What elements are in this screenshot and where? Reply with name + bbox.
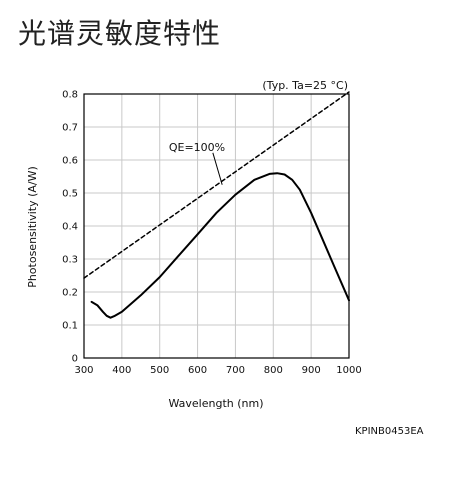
qe-annotation-label: QE=100%: [169, 141, 225, 154]
y-tick-label: 0.7: [62, 123, 78, 134]
qe-100-percent-line: [83, 91, 350, 279]
photosensitivity-curve: [90, 172, 350, 319]
x-axis-label: Wavelength (nm): [168, 397, 263, 410]
y-tick-label: 0.2: [62, 288, 78, 299]
x-tick-label: 500: [150, 365, 169, 376]
y-tick-label: 0: [72, 354, 78, 365]
y-tick-label: 0.3: [62, 255, 78, 266]
qe-annotation-pointer: [212, 152, 223, 185]
plot-frame: [83, 93, 350, 359]
x-tick-label: 400: [112, 365, 131, 376]
tick-layer: 300 400 500 600 700 800 900 1000 0 0.1 0.2 0.3 0.4 0.…: [62, 90, 362, 377]
x-tick-label: 900: [302, 365, 321, 376]
grid-layer: [84, 94, 349, 358]
document-code: KPINB0453EA: [355, 426, 424, 437]
annotation-layer: QE=100%: [169, 141, 225, 185]
x-tick-label: 700: [226, 365, 245, 376]
page-title: 光谱灵敏度特性: [18, 17, 222, 50]
x-tick-label: 1000: [336, 365, 361, 376]
y-tick-label: 0.6: [62, 156, 78, 167]
y-tick-label: 0.1: [62, 321, 78, 332]
measurement-condition: (Typ. Ta=25 °C): [262, 79, 348, 92]
y-tick-label: 0.8: [62, 90, 78, 101]
x-tick-label: 800: [264, 365, 283, 376]
x-tick-label: 600: [188, 365, 207, 376]
series-layer: [83, 91, 350, 319]
y-axis-label: Photosensitivity (A/W): [26, 166, 39, 288]
y-tick-label: 0.5: [62, 189, 78, 200]
y-tick-label: 0.4: [62, 222, 78, 233]
x-tick-label: 300: [74, 365, 93, 376]
